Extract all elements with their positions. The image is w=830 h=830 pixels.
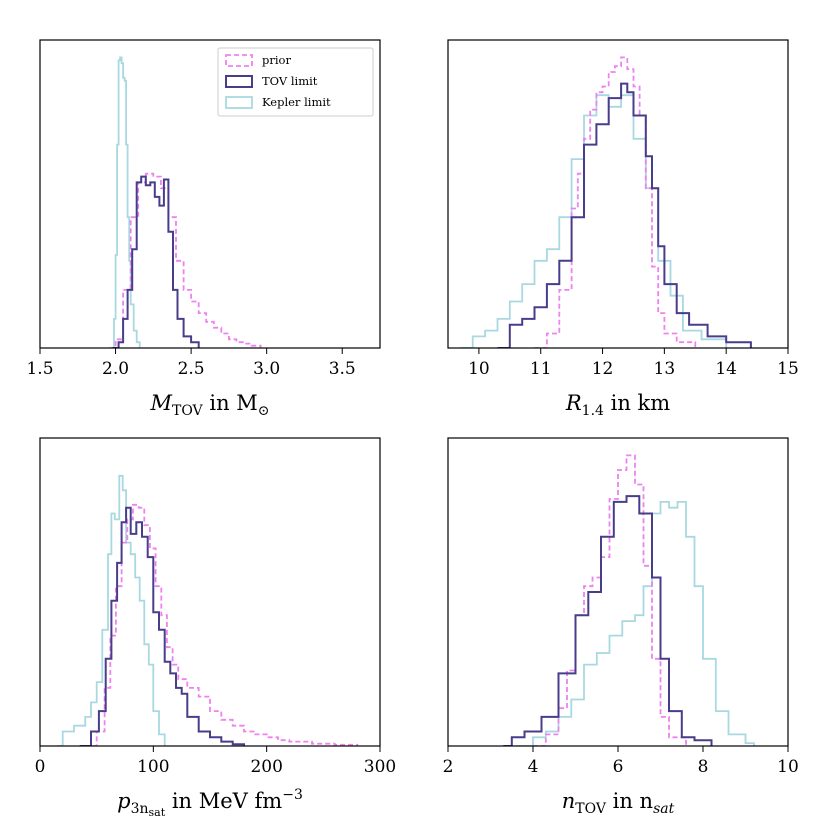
panel-1: 1.5 2.0 2.5 3.0 3.5 MTOV in M⊙ — [26, 39, 381, 419]
axes-frame — [39, 437, 381, 747]
series-prior-panel-3 — [85, 503, 359, 746]
legend-swatch-tov — [225, 75, 253, 88]
series-tov-panel-3 — [79, 506, 245, 746]
axes-frame — [447, 39, 789, 349]
x-tick-label: 3.5 — [329, 359, 356, 379]
x-axis-label: p3nsat in MeV fm−3 — [117, 787, 303, 819]
x-axis-label: R1.4 in km — [565, 391, 670, 419]
series-kepler-panel-4 — [516, 501, 755, 746]
x-tick-label: 10 — [468, 359, 490, 379]
x-axis-label: MTOV in M⊙ — [149, 391, 269, 419]
x-tick-label: 4 — [528, 757, 539, 777]
x-tick-label: 15 — [777, 359, 799, 379]
x-tick-label: 11 — [530, 359, 552, 379]
x-tick-label: 10 — [777, 757, 799, 777]
x-tick-label: 3.0 — [253, 359, 280, 379]
x-tick-label: 6 — [613, 757, 624, 777]
x-tick-label: 0 — [35, 757, 46, 777]
axes-frame — [39, 39, 381, 349]
panel-3: 0 100 200 300 p3nsat in MeV fm−3 — [35, 437, 396, 819]
x-tick-label: 8 — [698, 757, 709, 777]
x-tick-label: 2.0 — [102, 359, 129, 379]
x-tick-label: 2 — [443, 757, 454, 777]
legend-label-kepler: Kepler limit — [262, 95, 331, 109]
x-tick-label: 200 — [250, 757, 282, 777]
x-axis-label: nTOV in nsat — [562, 789, 675, 817]
series-tov-panel-1 — [112, 175, 200, 348]
x-tick-label: 100 — [137, 757, 169, 777]
x-tick-label: 14 — [715, 359, 737, 379]
x-tick-label: 12 — [592, 359, 614, 379]
series-kepler-panel-3 — [57, 474, 166, 746]
legend-label-prior: prior — [262, 53, 291, 67]
series-tov-panel-2 — [497, 82, 752, 348]
panel-4: 2 4 6 8 10 nTOV in nsat — [443, 437, 799, 817]
panel-2: 10 11 12 13 14 15 R1.4 in km — [447, 39, 799, 419]
series-prior-panel-4 — [533, 454, 687, 746]
x-tick-label: 2.5 — [178, 359, 205, 379]
series-kepler-panel-1 — [112, 56, 141, 348]
x-tick-label: 300 — [364, 757, 396, 777]
legend: prior TOV limit Kepler limit — [217, 47, 374, 117]
x-tick-label: 1.5 — [26, 359, 53, 379]
series-tov-panel-4 — [503, 495, 713, 746]
legend-swatch-kepler — [225, 96, 253, 109]
series-kepler-panel-2 — [460, 94, 728, 348]
x-tick-label: 13 — [654, 359, 676, 379]
legend-label-tov: TOV limit — [262, 74, 318, 88]
legend-swatch-prior — [225, 54, 253, 67]
series-prior-panel-2 — [534, 56, 697, 348]
